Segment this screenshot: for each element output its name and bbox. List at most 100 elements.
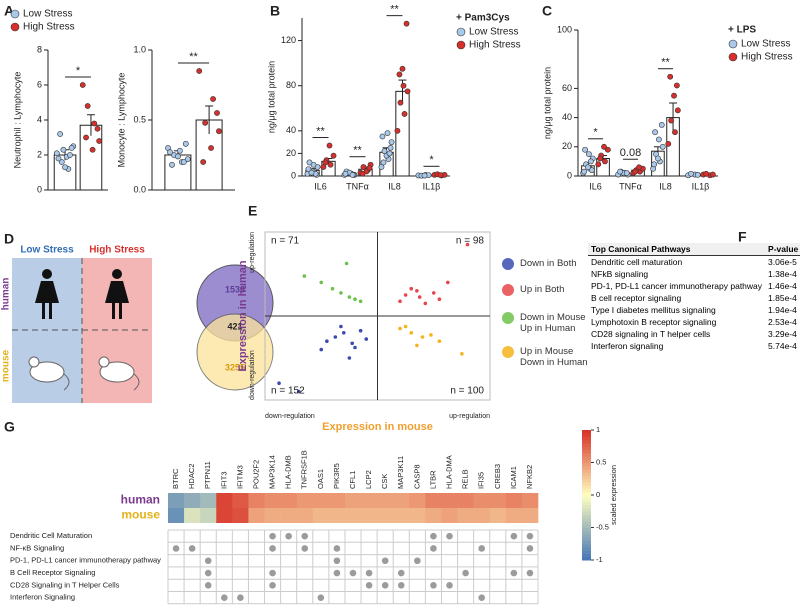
data-point [703, 170, 710, 177]
colorbar-step [582, 459, 591, 463]
y-tick-label: 80 [286, 80, 296, 90]
significance-label: * [76, 65, 81, 77]
data-point [379, 133, 386, 140]
data-point [196, 68, 203, 74]
woman-icon [35, 269, 59, 319]
data-point [396, 71, 403, 78]
heat-cell [344, 508, 362, 523]
legend-marker [456, 40, 466, 50]
data-point [617, 168, 623, 175]
data-point [347, 295, 352, 299]
data-point [709, 171, 716, 178]
y-tick-label: 20 [562, 141, 572, 151]
x-tick-label: IL6 [589, 181, 602, 191]
data-point [339, 291, 343, 295]
colorbar-step [582, 433, 591, 437]
colorbar-step [582, 485, 591, 489]
gene-label: HLA-DMA [445, 455, 454, 489]
colorbar-step [582, 524, 591, 528]
y-tick-label: 0.0 [133, 184, 146, 194]
membership-dot [172, 545, 180, 552]
data-point [652, 129, 658, 136]
gene-label: POU2F2 [251, 460, 260, 489]
data-point [460, 352, 464, 356]
legend-label: Up in Both [520, 284, 565, 295]
row-label: mouse [121, 508, 160, 522]
data-point [585, 151, 592, 157]
y-tick-label: 6 [37, 79, 42, 89]
data-point [322, 159, 329, 166]
heat-cell [361, 493, 378, 508]
pathway-label: B Cell Receptor Signaling [10, 568, 95, 577]
y-tick-label: 20 [286, 148, 296, 158]
gene-label: NFKB2 [525, 465, 534, 489]
table-row: CD28 signaling in T helper cells 3.29e-4 [588, 328, 800, 340]
y-end-label: down-regulation [249, 350, 256, 400]
data-point [659, 143, 666, 150]
stress-diagram: Low Stress High Stress human mouse 1538 … [1, 245, 274, 403]
data-point [384, 130, 391, 137]
gene-label: HDAC2 [187, 464, 196, 489]
pathway-label: Dendritic Cell Maturation [10, 531, 92, 540]
colorbar-step [582, 495, 591, 499]
membership-dot [317, 594, 325, 601]
colorbar-step [582, 452, 591, 457]
heat-cell [441, 508, 458, 523]
table-cell: 1.85e-4 [768, 293, 797, 303]
heat-cell [248, 508, 265, 523]
colorbar-step [582, 436, 591, 441]
table-cell: PD-1, PD-L1 cancer immunotherapy pathway [591, 281, 763, 291]
data-point [344, 261, 349, 266]
data-point [409, 331, 414, 335]
data-point [465, 242, 470, 247]
membership-dot [269, 569, 276, 577]
colorbar-step [582, 488, 591, 493]
data-point [216, 128, 222, 135]
data-point [358, 328, 363, 333]
membership-dot [381, 582, 389, 589]
data-point [651, 161, 658, 168]
table-cell: Type I diabetes mellitus signaling [591, 305, 716, 315]
data-point [184, 156, 191, 163]
significance-label: * [429, 154, 434, 166]
data-point [387, 144, 394, 151]
gene-label: CFL1 [348, 471, 357, 489]
legend-label: Down in Both [520, 258, 577, 269]
venn-mouse [196, 313, 274, 391]
membership-dot [510, 569, 518, 577]
significance-label: ** [316, 125, 325, 137]
membership-dot [349, 569, 357, 577]
membership-dot [430, 545, 437, 552]
venn-count: 1538 [225, 284, 245, 294]
heat-cell [489, 493, 507, 508]
x-tick-label: IL6 [314, 181, 327, 191]
legend-title: + LPS [728, 25, 756, 36]
data-point [210, 96, 216, 102]
table-cell: 1.46e-4 [768, 281, 797, 291]
venn-count: 421 [227, 321, 242, 331]
heat-cell [200, 508, 217, 523]
data-point [671, 92, 677, 99]
data-point [349, 171, 356, 178]
data-point [409, 286, 414, 291]
data-point [673, 82, 680, 89]
data-point [582, 146, 588, 153]
gene-label: IFIT3 [219, 471, 228, 489]
colorbar-step [582, 553, 591, 558]
quadrant-count: n = 71 [271, 236, 300, 247]
heat-cell [216, 493, 233, 508]
legend-label: High Stress [469, 40, 521, 51]
heat-cell [521, 493, 539, 508]
colorbar-step [582, 547, 591, 551]
heat-cell [312, 508, 330, 523]
data-point [674, 107, 681, 114]
data-point [632, 168, 639, 175]
legend-marker [728, 52, 738, 62]
table-cell: 3.06e-5 [768, 257, 797, 267]
membership-dot [221, 594, 228, 601]
membership-dot [414, 557, 421, 565]
gene-label: IFITM3 [235, 465, 244, 489]
legend-label: Low Stress [741, 39, 790, 50]
heat-cell [425, 493, 442, 508]
data-point [358, 299, 363, 304]
